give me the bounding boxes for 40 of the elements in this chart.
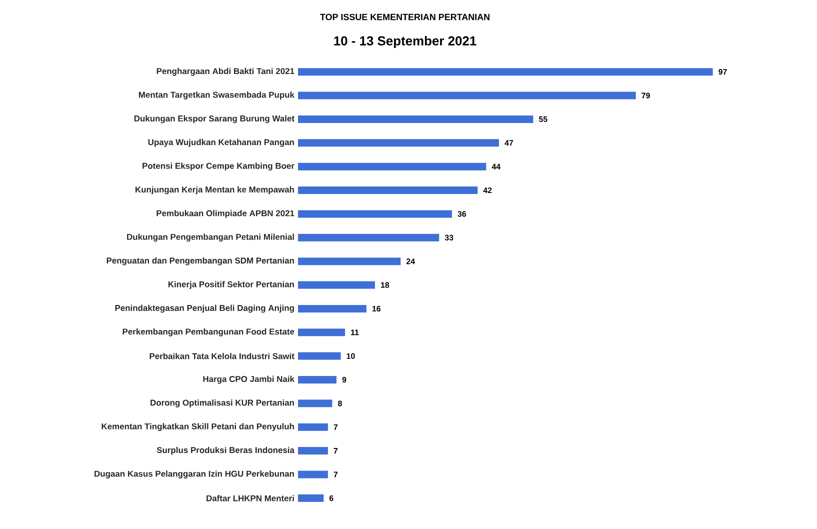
bar [298,470,328,478]
bar [298,281,375,289]
y-tick-label: Kunjungan Kerja Mentan ke Mempawah [136,186,294,194]
bar [298,186,478,194]
bar [298,234,440,242]
y-tick-label: Surplus Produksi Beras Indonesia [156,446,295,455]
y-tick-label: Pembukaan Olimpiade APBN 2021 [156,210,294,218]
bar [298,304,366,312]
y-tick-label: Penguatan dan Pengembangan SDM Pertanian [106,257,294,266]
bar [298,423,328,431]
bar [298,258,401,266]
y-tick-label: Kinerja Positif Sektor Pertanian [168,281,294,289]
y-tick-label: Dugaan Kasus Pelanggaran Izin HGU Perkebunan [94,470,294,478]
bar [298,210,452,218]
bar [298,494,324,502]
y-tick-label: Perkembangan Pembangunan Food Estate [122,328,294,336]
bar [298,400,332,408]
bar [298,352,341,360]
bar [298,115,534,123]
bar [298,162,486,170]
y-tick-label: Perbaikan Tata Kelola Industri Sawit [150,352,294,360]
y-tick-label: Potensi Ekspor Cempe Kambing Boer [142,162,294,171]
bar [298,68,713,76]
chart-subtitle: 10 - 13 September 2021 [334,36,476,48]
y-tick-label: Harga CPO Jambi Naik [203,376,294,384]
bar [298,139,499,147]
y-tick-label: Dukungan Ekspor Sarang Burung Walet [134,115,294,124]
y-tick-label: Daftar LHKPN Menteri [206,495,294,502]
bar [298,92,636,100]
y-tick-label: Kementan Tingkatkan Skill Petani dan Penyuluh [102,423,294,432]
bar [298,328,346,336]
y-tick-label: Penindaktegasan Penjual Beli Daging Anjing [115,304,294,313]
y-tick-label: Dorong Optimalisasi KUR Pertanian [150,399,294,408]
bar [298,376,336,384]
chart-title: TOP ISSUE KEMENTERIAN PERTANIAN [320,14,490,20]
bar [298,447,328,455]
y-tick-label: Dukungan Pengembangan Petani Milenial [127,234,294,242]
y-tick-label: Penghargaan Abdi Bakti Tani 2021 [156,68,294,76]
y-tick-label: Upaya Wujudkan Ketahanan Pangan [148,138,294,147]
y-tick-label: Mentan Targetkan Swasembada Pupuk [138,92,294,100]
